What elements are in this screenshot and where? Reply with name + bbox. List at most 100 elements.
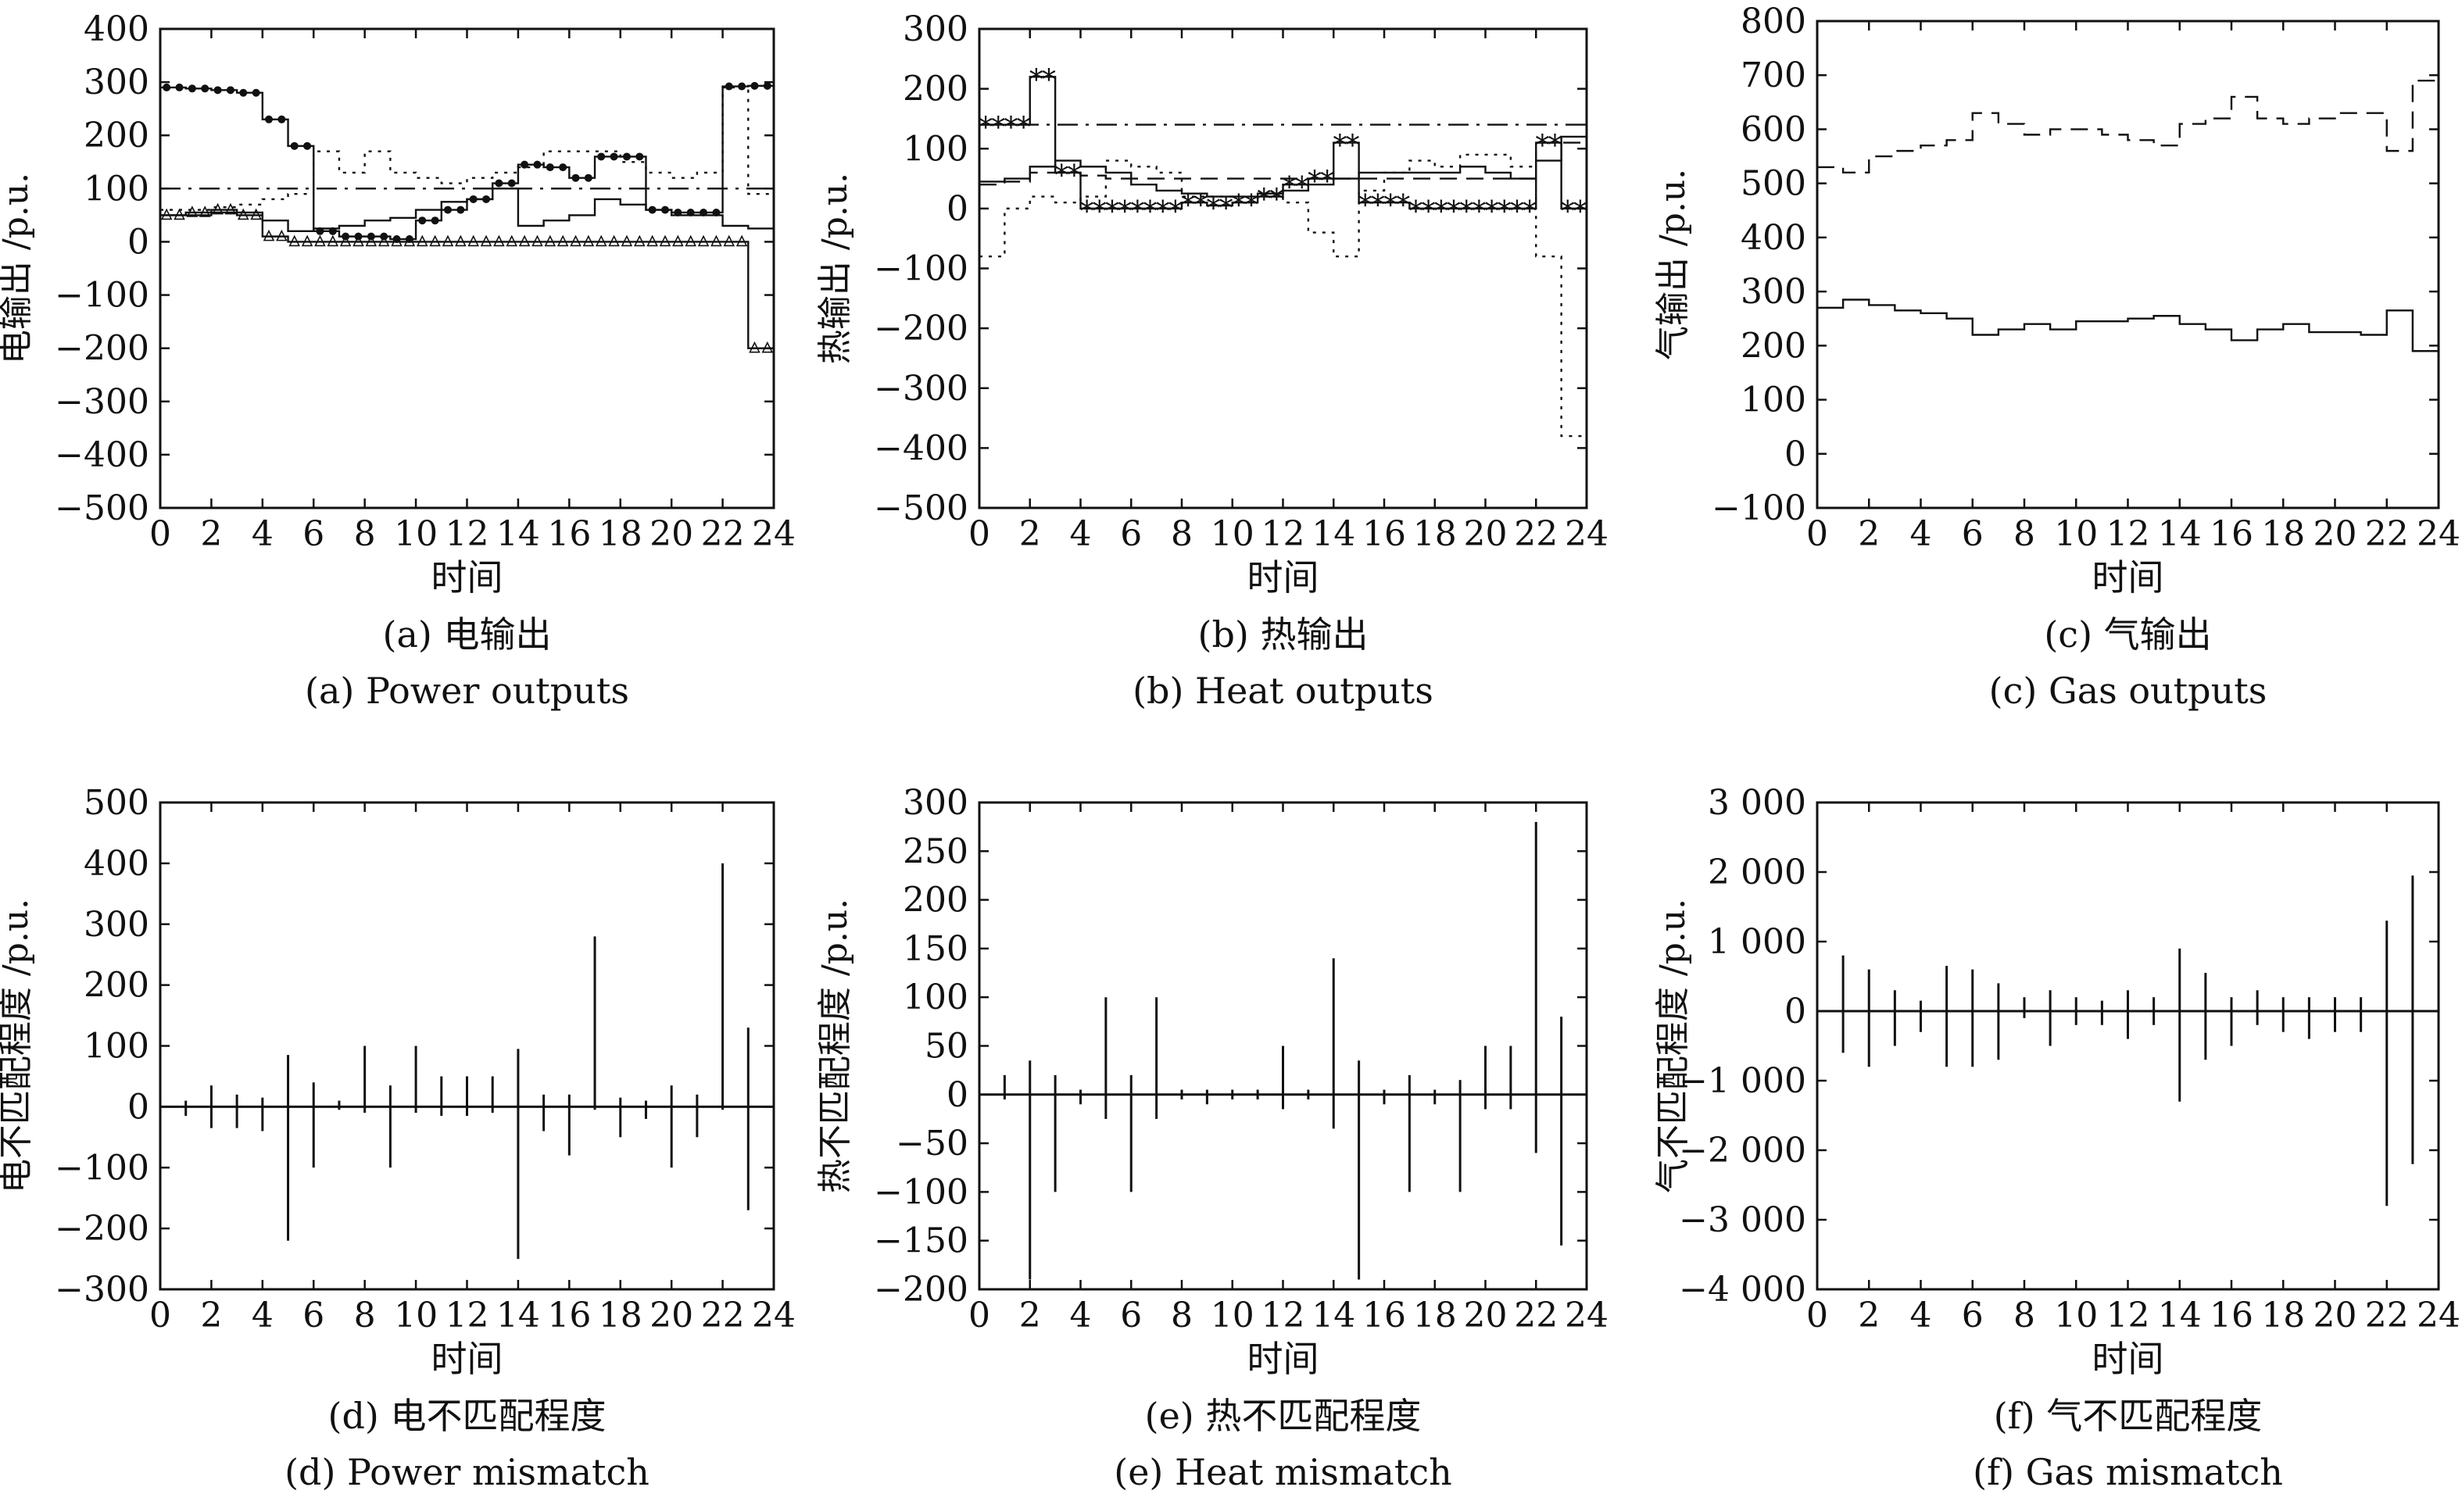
x-tick-label: 24 <box>752 514 796 554</box>
series-point-triangle <box>365 234 378 247</box>
y-axis-label: 热输出 /p.u. <box>815 173 855 364</box>
series-point-triangle <box>595 234 607 247</box>
x-tick-label: 22 <box>1514 1296 1558 1335</box>
series-point-dot <box>725 82 733 91</box>
caption-en: (a) Power outputs <box>305 670 629 712</box>
x-tick-label: 20 <box>2313 1296 2357 1335</box>
plot-frame <box>978 27 1588 509</box>
x-tick-label: 8 <box>2013 514 2035 554</box>
y-tick-label: 0 <box>1784 992 1806 1031</box>
series-point-triangle <box>224 202 237 215</box>
plot-frame <box>1816 20 2440 509</box>
series-point-star: * <box>1523 196 1537 228</box>
x-axis-label: 时间 <box>2092 1338 2164 1380</box>
series-point-dot <box>277 115 286 123</box>
series-point-triangle <box>697 234 710 247</box>
x-tick-label: 14 <box>496 1296 540 1335</box>
y-tick-label: −200 <box>874 1270 968 1310</box>
x-tick-label: 2 <box>200 1296 222 1335</box>
series-point-triangle <box>467 234 479 247</box>
series-point-triangle <box>761 341 774 353</box>
series-point-dot <box>738 82 746 91</box>
x-tick-label: 4 <box>252 514 274 554</box>
series-point-star: * <box>1320 166 1334 198</box>
x-tick-label: 10 <box>1211 1296 1254 1335</box>
y-tick-label: 300 <box>84 905 149 945</box>
x-tick-label: 24 <box>1565 1296 1609 1335</box>
y-axis-label: 电不匹配程度 /p.u. <box>0 899 36 1193</box>
series-dashed-line <box>979 141 1587 186</box>
y-axis-label: 电输出 /p.u. <box>0 173 36 364</box>
x-tick-label: 10 <box>1211 514 1254 554</box>
x-tick-label: 18 <box>2261 514 2305 554</box>
x-tick-label: 4 <box>1070 1296 1092 1335</box>
series-point-star: * <box>1383 190 1397 222</box>
x-tick-label: 22 <box>701 1296 745 1335</box>
x-tick-label: 18 <box>599 514 642 554</box>
y-tick-label: 300 <box>903 9 968 49</box>
y-tick-label: 400 <box>84 844 149 884</box>
series-point-triangle <box>314 234 326 247</box>
series-point-triangle <box>646 234 658 247</box>
x-tick-label: 20 <box>649 514 693 554</box>
series-dotted-line <box>160 86 774 211</box>
x-tick-label: 0 <box>1806 514 1828 554</box>
y-tick-label: 300 <box>903 783 968 823</box>
series-point-dot <box>290 141 299 150</box>
series-point-star: * <box>1358 190 1372 222</box>
y-tick-label: −400 <box>874 428 968 468</box>
series-point-triangle <box>403 234 416 247</box>
series-point-triangle <box>442 234 454 247</box>
caption-cn: (e) 热不匹配程度 <box>1145 1395 1422 1437</box>
y-tick-label: −150 <box>874 1221 968 1261</box>
series-point-star: * <box>1434 196 1448 228</box>
y-tick-label: 2 000 <box>1708 853 1806 892</box>
x-tick-label: 16 <box>1362 514 1406 554</box>
series-point-star: * <box>1042 64 1056 96</box>
series-point-star: * <box>1181 190 1195 222</box>
x-tick-label: 4 <box>1910 1296 1932 1335</box>
series-point-triangle <box>710 234 722 247</box>
y-tick-label: −1 000 <box>1679 1061 1806 1101</box>
series-triangle-line <box>160 209 774 349</box>
series-point-triangle <box>621 234 633 247</box>
y-tick-label: −4 000 <box>1679 1270 1806 1310</box>
series-point-dot <box>495 179 503 188</box>
series-point-dot <box>201 84 209 93</box>
y-tick-label: 200 <box>903 70 968 109</box>
caption-en: (c) Gas outputs <box>1989 670 2267 712</box>
series-point-triangle <box>749 341 760 353</box>
y-tick-label: −100 <box>55 276 149 316</box>
series-point-dot <box>610 152 618 161</box>
x-tick-label: 6 <box>302 1296 324 1335</box>
caption-cn: (c) 气输出 <box>2044 613 2211 656</box>
series-point-triangle <box>582 234 595 247</box>
x-tick-label: 20 <box>2313 514 2357 554</box>
x-tick-label: 16 <box>2210 514 2253 554</box>
x-tick-label: 12 <box>1261 1296 1305 1335</box>
x-tick-label: 6 <box>302 514 324 554</box>
x-tick-label: 18 <box>599 1296 642 1335</box>
series-point-dot <box>507 179 516 188</box>
x-tick-label: 2 <box>200 514 222 554</box>
series-point-star: * <box>1408 196 1422 228</box>
caption-cn: (a) 电输出 <box>383 613 552 656</box>
series-point-dot <box>763 81 771 90</box>
x-tick-label: 16 <box>547 1296 591 1335</box>
y-tick-label: 0 <box>1784 434 1806 474</box>
series-point-star: * <box>1561 196 1575 228</box>
series-point-star: * <box>1371 190 1385 222</box>
y-tick-label: 250 <box>903 831 968 871</box>
series-star-line <box>979 76 1587 210</box>
y-tick-label: 200 <box>1741 326 1806 366</box>
series-point-dot <box>559 163 567 172</box>
x-tick-label: 6 <box>1962 1296 1984 1335</box>
series-point-triangle <box>160 208 173 220</box>
x-tick-label: 24 <box>752 1296 796 1335</box>
y-tick-label: −300 <box>55 382 149 422</box>
x-tick-label: 22 <box>1514 514 1558 554</box>
y-tick-label: 0 <box>947 189 968 229</box>
y-tick-label: 200 <box>84 966 149 1006</box>
data-area: ****************************************… <box>979 64 1587 438</box>
